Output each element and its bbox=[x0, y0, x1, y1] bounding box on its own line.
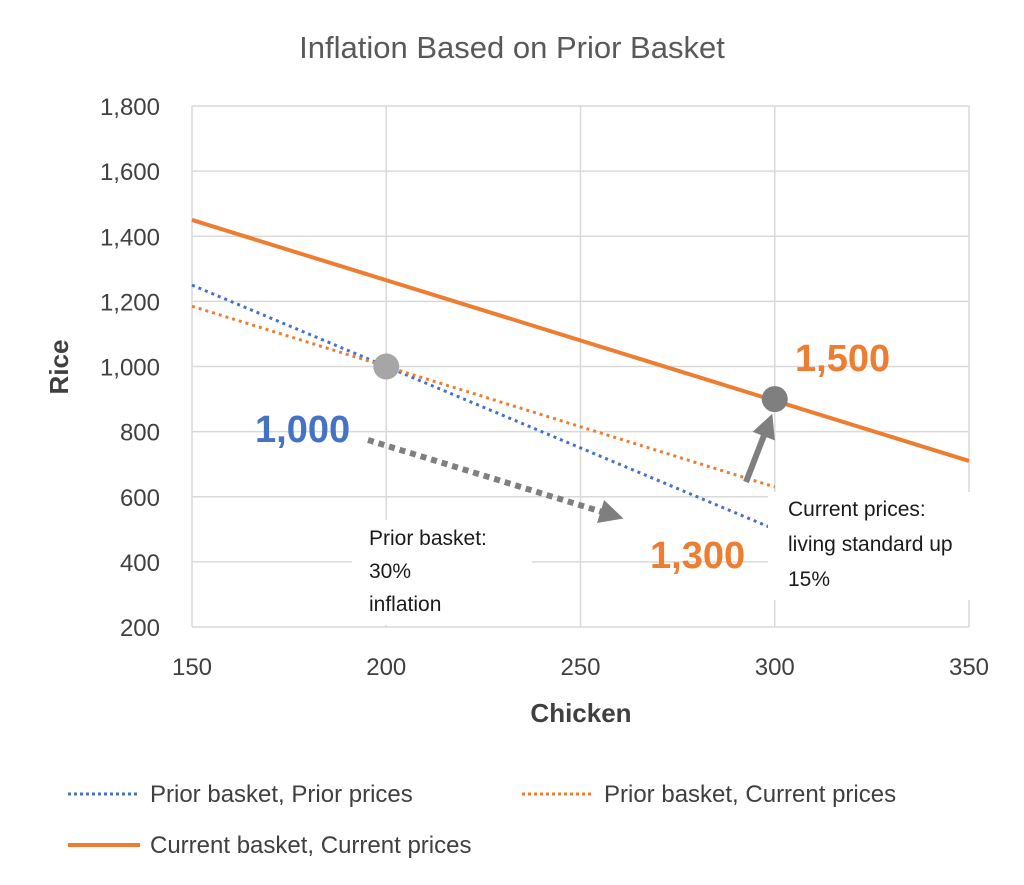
note-prior: Prior basket: 30% inflation bbox=[369, 527, 487, 616]
x-tick-label: 350 bbox=[949, 654, 989, 681]
y-tick-label: 1,800 bbox=[100, 94, 160, 121]
y-tick-label: 600 bbox=[120, 485, 160, 512]
chart-title: Inflation Based on Prior Basket bbox=[299, 30, 725, 65]
legend-label: Prior basket, Prior prices bbox=[150, 781, 413, 808]
label-1300: 1,300 bbox=[650, 535, 745, 577]
label-1500: 1,500 bbox=[795, 338, 890, 380]
points bbox=[373, 353, 788, 413]
note-current: Current prices: living standard up 15% bbox=[788, 498, 953, 591]
legend-label: Prior basket, Current prices bbox=[604, 781, 896, 808]
note-current-box bbox=[768, 492, 1008, 600]
y-tick-label: 1,000 bbox=[100, 355, 160, 382]
series-line-3 bbox=[191, 218, 970, 463]
x-tick-label: 150 bbox=[172, 654, 212, 681]
arrow-current-prices bbox=[743, 413, 775, 484]
y-axis-label: Rice bbox=[44, 340, 74, 395]
note-prior-box bbox=[352, 520, 532, 625]
series-line-1 bbox=[191, 283, 776, 531]
x-tick-label: 300 bbox=[755, 654, 795, 681]
note-current-line: Current prices: bbox=[788, 498, 926, 521]
y-tick-label: 200 bbox=[120, 615, 160, 642]
note-current-line: 15% bbox=[788, 568, 830, 591]
series-lines bbox=[191, 218, 970, 531]
x-tick-label: 200 bbox=[366, 654, 406, 681]
y-tick-label: 1,400 bbox=[100, 224, 160, 251]
legend: Prior basket, Prior prices Prior basket,… bbox=[68, 781, 896, 859]
y-tick-label: 800 bbox=[120, 420, 160, 447]
label-1000: 1,000 bbox=[255, 409, 350, 451]
note-prior-line: Prior basket: bbox=[369, 527, 487, 550]
note-prior-line: inflation bbox=[369, 593, 441, 616]
series-line-2 bbox=[191, 304, 776, 489]
y-tick-label: 1,600 bbox=[100, 159, 160, 186]
y-tick-label: 400 bbox=[120, 550, 160, 577]
axis-ticks: 200 400 600 800 1,000 1,200 1,400 1,600 1,800 150… bbox=[100, 94, 989, 681]
x-axis-label: Chicken bbox=[530, 698, 631, 728]
y-tick-label: 1,200 bbox=[100, 289, 160, 316]
arrow-prior-basket bbox=[367, 437, 624, 523]
data-point-2 bbox=[761, 386, 788, 413]
x-tick-label: 250 bbox=[560, 654, 600, 681]
note-prior-line: 30% bbox=[369, 560, 411, 583]
data-point-1 bbox=[373, 353, 400, 380]
note-current-line: living standard up bbox=[788, 533, 953, 556]
legend-label: Current basket, Current prices bbox=[150, 832, 471, 859]
